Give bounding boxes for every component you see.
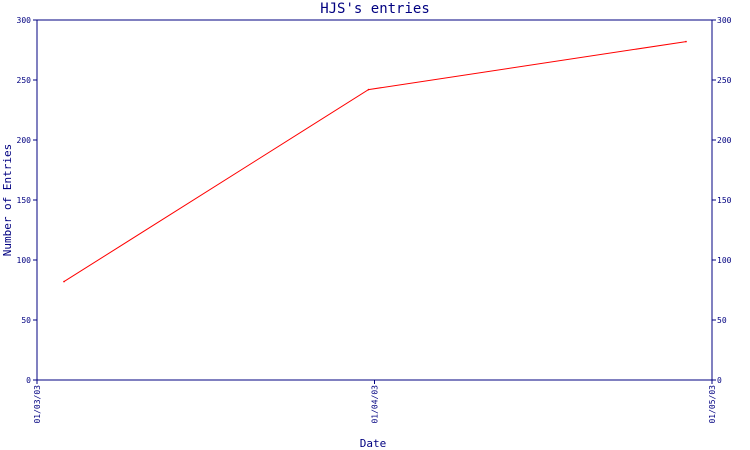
y-axis-left: 0 50 100 150 200 250 300 xyxy=(17,16,37,385)
y-tick-label-left: 250 xyxy=(17,76,32,85)
y-tick-label-right: 100 xyxy=(717,256,732,265)
y-tick-label-right: 250 xyxy=(717,76,732,85)
y-tick-label-left: 100 xyxy=(17,256,32,265)
data-point xyxy=(63,280,65,283)
series-layer xyxy=(63,40,687,283)
y-axis-right: 0 50 100 150 200 250 300 xyxy=(712,16,732,385)
data-point xyxy=(367,88,370,91)
y-axis-label: Number of Entries xyxy=(1,144,14,257)
y-tick-label-left: 200 xyxy=(17,136,32,145)
y-tick-label-right: 300 xyxy=(717,16,732,25)
series-line xyxy=(63,41,687,283)
y-tick-label-left: 50 xyxy=(21,316,31,325)
x-tick-label: 01/05/03 xyxy=(708,385,717,424)
plot-area-frame xyxy=(36,19,713,381)
x-tick-label: 01/04/03 xyxy=(371,385,380,424)
y-tick-label-right: 0 xyxy=(717,376,722,385)
x-axis-label: Date xyxy=(360,437,387,450)
data-point xyxy=(685,40,687,43)
y-tick-label-right: 50 xyxy=(717,316,727,325)
y-tick-label-left: 150 xyxy=(17,196,32,205)
x-tick-label: 01/03/03 xyxy=(33,385,42,424)
y-tick-label-left: 300 xyxy=(17,16,32,25)
chart-title: HJS's entries xyxy=(320,1,430,17)
x-axis: 01/03/03 01/04/03 01/05/03 xyxy=(33,380,717,424)
y-tick-label-right: 200 xyxy=(717,136,732,145)
y-tick-label-right: 150 xyxy=(717,196,732,205)
y-tick-label-left: 0 xyxy=(26,376,31,385)
